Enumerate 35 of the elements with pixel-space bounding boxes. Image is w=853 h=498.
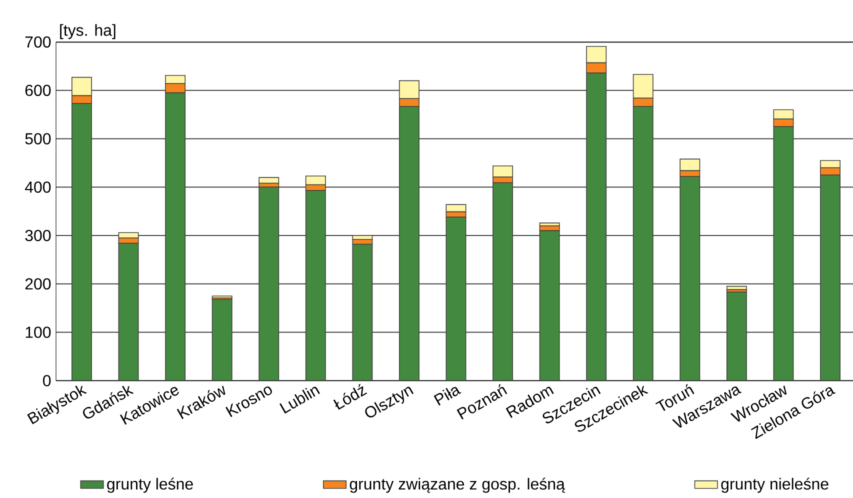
- bar: [773, 126, 794, 381]
- bar: [258, 186, 280, 381]
- y-tick-label: 200: [25, 278, 51, 290]
- bar: [258, 177, 280, 184]
- y-tick-label: 600: [25, 84, 51, 96]
- y-tick-label: 400: [24, 181, 51, 193]
- bar: [726, 292, 747, 381]
- x-tick-label: Lublin: [280, 386, 320, 414]
- bar: [165, 92, 186, 381]
- y-tick-label: 100: [26, 326, 51, 338]
- y-tick-label: 0: [43, 374, 51, 386]
- bar: [352, 244, 373, 381]
- bar: [398, 106, 420, 381]
- bar: [680, 176, 700, 381]
- bar: [305, 190, 326, 381]
- legend-label: grunty nieleśne: [721, 478, 828, 493]
- x-tick-label: Łódź: [333, 384, 368, 410]
- legend-label: grunty leśne: [107, 478, 193, 493]
- bar: [352, 238, 373, 245]
- y-axis-title: [tys. ha]: [60, 24, 116, 40]
- bar: [632, 106, 654, 381]
- bar: [586, 72, 607, 381]
- bar: [539, 225, 560, 232]
- bar: [820, 174, 840, 381]
- legend-label: grunty związane z gosp. leśną: [350, 478, 565, 493]
- bar: [446, 216, 466, 381]
- bar: [118, 242, 139, 381]
- bar: [212, 298, 232, 381]
- y-tick-label: 700: [25, 36, 51, 48]
- bar: [72, 103, 92, 381]
- bar: [492, 182, 514, 381]
- y-tick-label: 300: [25, 230, 51, 242]
- bar: [539, 230, 560, 381]
- bar: [446, 204, 466, 212]
- y-tick-label: 500: [25, 133, 51, 144]
